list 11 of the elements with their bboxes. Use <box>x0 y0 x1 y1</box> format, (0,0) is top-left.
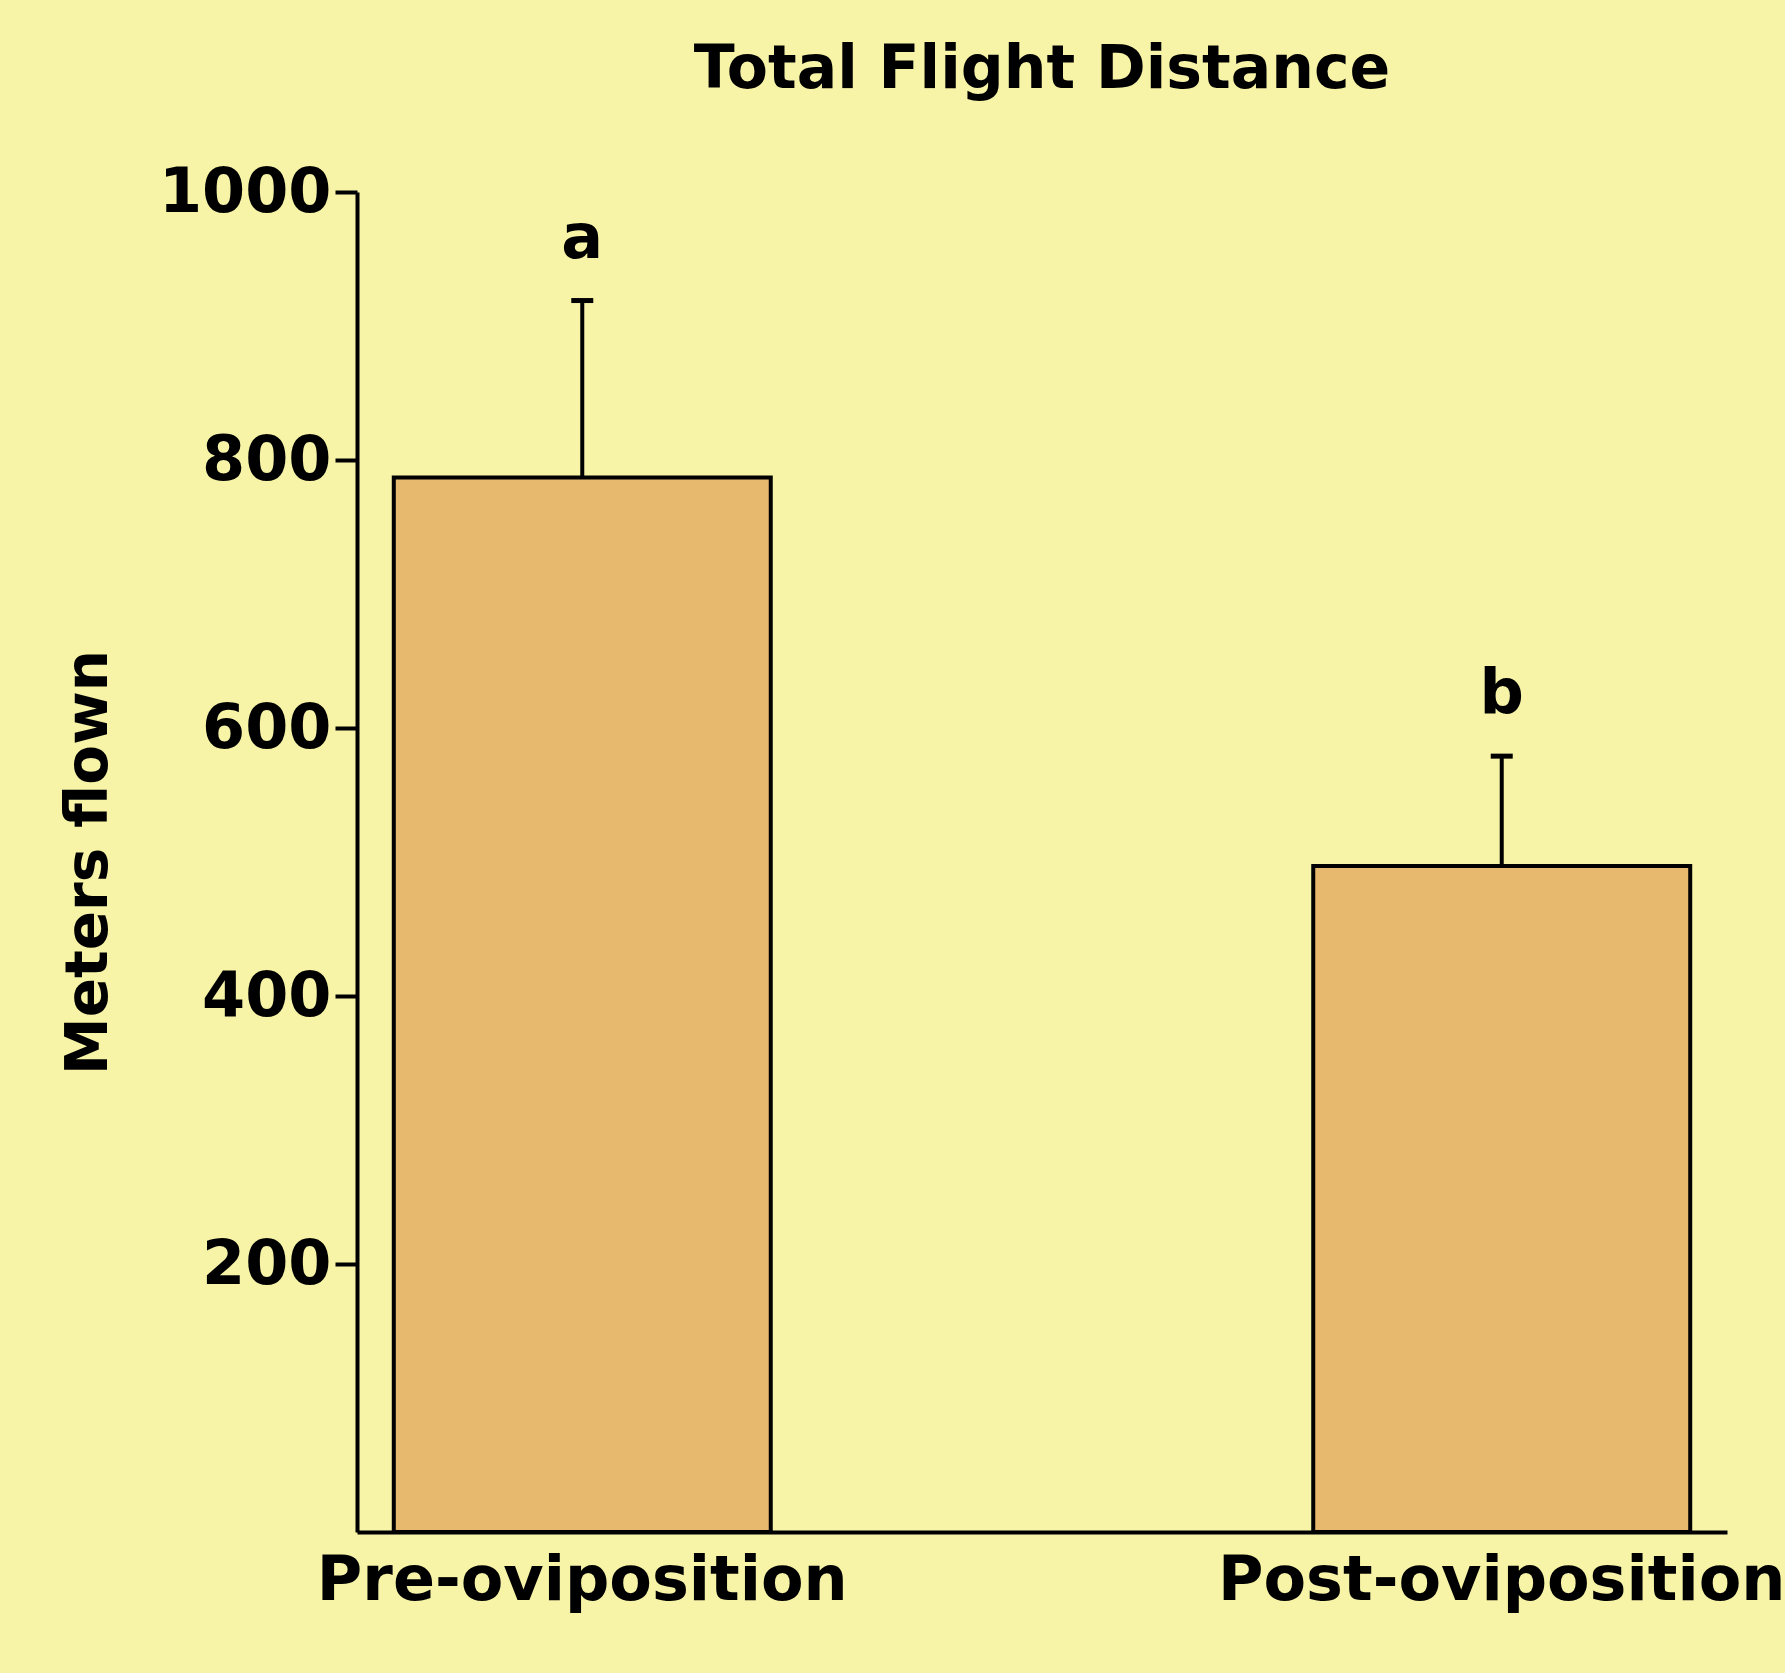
y-tick-label: 800 <box>202 421 332 495</box>
annotation: b <box>1479 655 1524 729</box>
x-tick-label: Post-oviposition <box>1218 1541 1785 1615</box>
y-tick-label: 200 <box>202 1225 332 1299</box>
y-tick-label: 600 <box>202 689 332 763</box>
annotation: a <box>561 199 604 273</box>
y-tick-label: 1000 <box>158 153 332 227</box>
x-tick-label: Pre-oviposition <box>316 1541 848 1615</box>
y-axis-title: Meters flown <box>52 649 121 1076</box>
y-tick-label: 400 <box>202 957 332 1031</box>
chart-title: Total Flight Distance <box>693 32 1391 102</box>
